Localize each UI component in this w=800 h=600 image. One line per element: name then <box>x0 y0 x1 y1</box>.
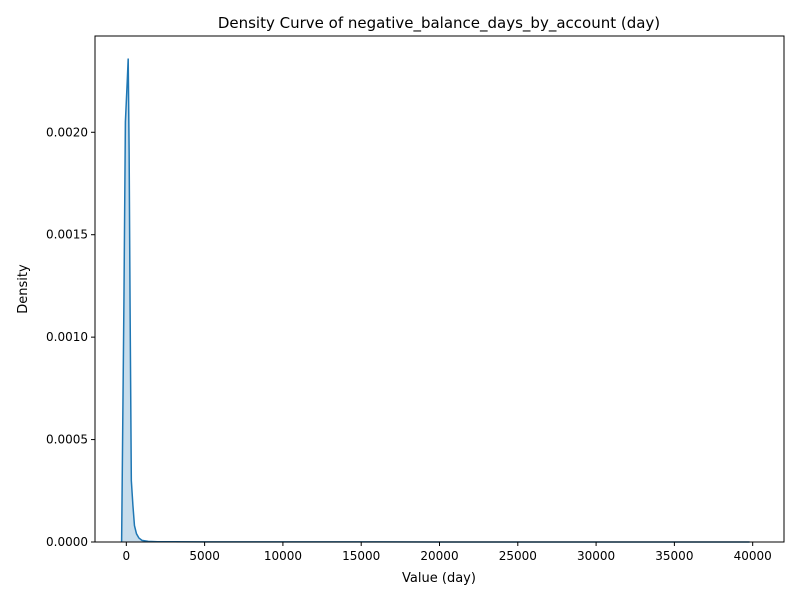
y-tick-label: 0.0000 <box>46 535 88 549</box>
x-tick-label: 5000 <box>189 549 220 563</box>
x-tick-label: 20000 <box>420 549 458 563</box>
x-tick-label: 0 <box>122 549 130 563</box>
y-tick-label: 0.0015 <box>46 228 88 242</box>
x-tick-label: 25000 <box>499 549 537 563</box>
x-tick-label: 10000 <box>264 549 302 563</box>
y-tick-label: 0.0005 <box>46 433 88 447</box>
x-tick-label: 40000 <box>734 549 772 563</box>
y-tick-label: 0.0020 <box>46 125 88 139</box>
plot-area <box>120 58 750 543</box>
x-tick-label: 35000 <box>655 549 693 563</box>
plot-frame <box>94 35 785 543</box>
y-tick-label: 0.0010 <box>46 330 88 344</box>
y-axis-label: Density <box>16 264 31 314</box>
x-axis-ticks: 0 5000 10000 15000 20000 25000 30000 35000 40000 <box>122 542 772 563</box>
x-axis-label: Value (day) <box>402 571 476 586</box>
x-tick-label: 30000 <box>577 549 615 563</box>
y-axis-ticks: 0.0000 0.0005 0.0010 0.0015 0.0020 <box>46 125 95 549</box>
density-curve-line <box>120 58 750 543</box>
chart-title: Density Curve of negative_balance_days_b… <box>218 14 660 33</box>
density-area-fill <box>121 58 750 542</box>
x-tick-label: 15000 <box>342 549 380 563</box>
